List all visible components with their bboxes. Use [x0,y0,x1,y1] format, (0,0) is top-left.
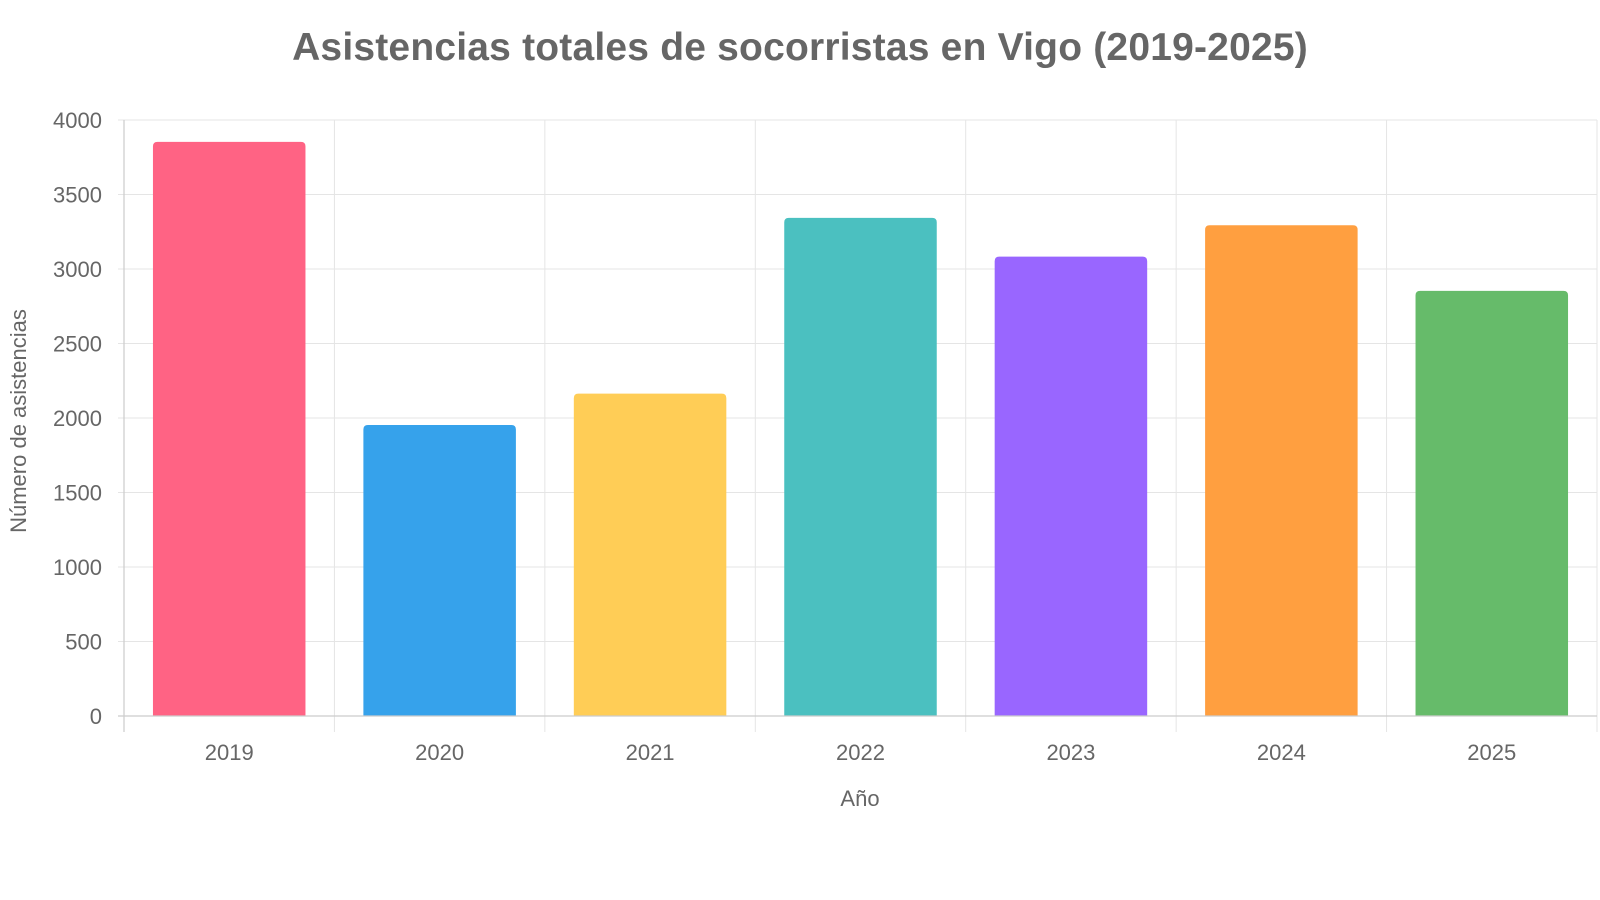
y-tick-label: 1500 [53,481,102,506]
bar-2021 [573,393,727,717]
y-tick-label: 3500 [53,183,102,208]
bar-2019 [152,141,306,717]
x-tick-label: 2024 [1257,740,1306,765]
bar-2024 [1205,225,1358,717]
chart-title: Asistencias totales de socorristas en Vi… [292,26,1308,69]
y-tick-label: 0 [90,704,102,729]
bar-2022 [784,217,937,717]
axes [118,120,1597,732]
y-axis-title: Número de asistencias [6,309,31,533]
x-tick-label: 2022 [836,740,885,765]
bars [152,141,1569,717]
tick-labels: 0 500 1000 1500 2000 2500 3000 3500 4000 2019 2020… [53,108,1516,765]
y-tick-label: 3000 [53,257,102,282]
y-tick-label: 2000 [53,406,102,431]
x-axis-title: Año [840,786,879,811]
y-tick-label: 500 [65,630,102,655]
bar-2020 [363,424,516,717]
y-tick-label: 4000 [53,108,102,133]
bar-2025 [1415,290,1569,717]
y-tick-label: 2500 [53,332,102,357]
bar-2023 [994,256,1148,717]
x-tick-label: 2020 [415,740,464,765]
y-tick-label: 1000 [53,555,102,580]
x-tick-label: 2025 [1467,740,1516,765]
x-tick-label: 2019 [205,740,254,765]
x-tick-label: 2023 [1046,740,1095,765]
x-tick-label: 2021 [626,740,675,765]
